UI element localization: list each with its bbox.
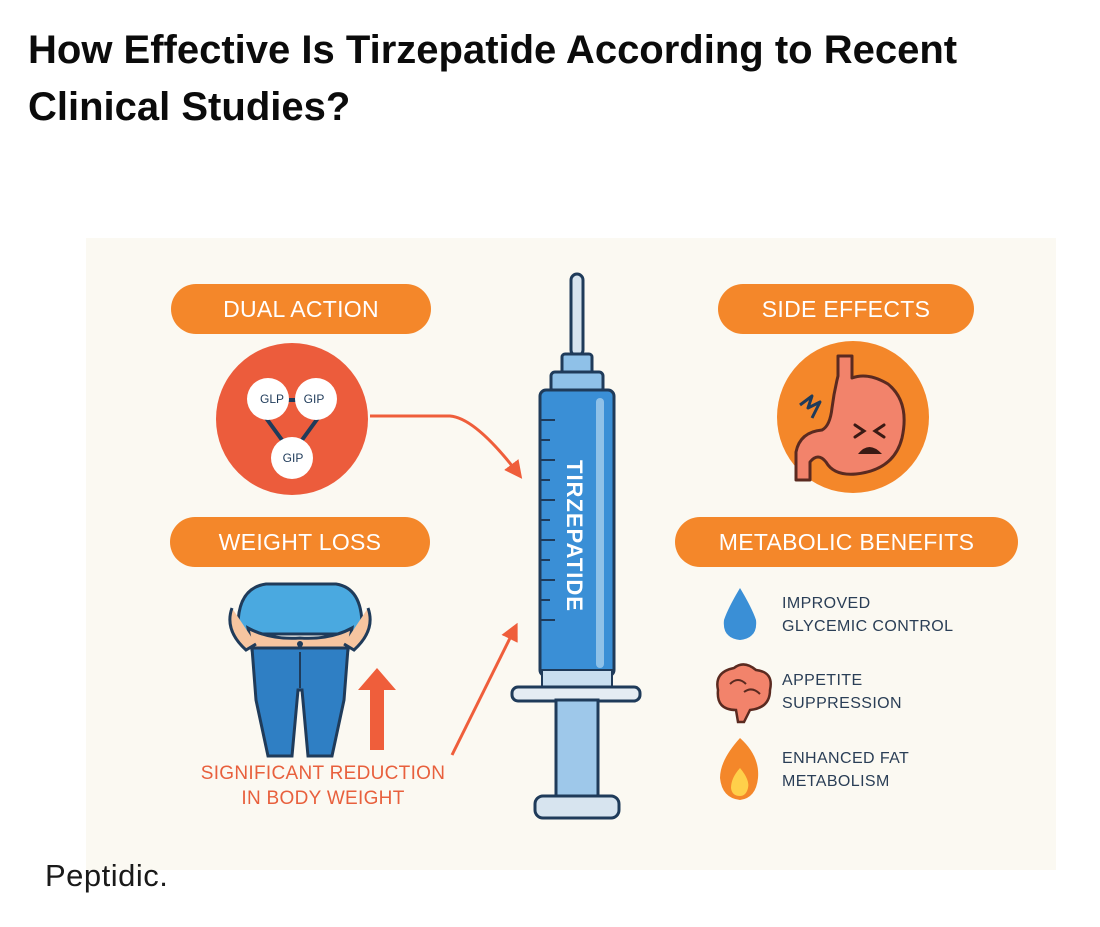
benefit-item-glycemic: IMPROVED GLYCEMIC CONTROL [782, 592, 953, 638]
page-title: How Effective Is Tirzepatide According t… [28, 28, 958, 129]
caption-line1: SIGNIFICANT REDUCTION [200, 763, 446, 784]
metabolic-benefits-pill: METABOLIC BENEFITS [675, 517, 1018, 567]
syringe-icon: TIRZEPATIDE [510, 272, 642, 820]
brand-logo: Peptidic. [45, 858, 169, 893]
weight-loss-caption: SIGNIFICANT REDUCTION IN BODY WEIGHT [188, 761, 458, 811]
benefit-line1: ENHANCED FAT [782, 750, 910, 767]
caption-line2: IN BODY WEIGHT [241, 788, 405, 809]
side-effects-label: SIDE EFFECTS [761, 295, 931, 322]
benefit-line1: APPETITE [782, 672, 863, 689]
person-waist-icon [228, 582, 372, 758]
brain-icon [716, 663, 772, 724]
benefit-item-fat-metabolism: ENHANCED FAT METABOLISM [782, 747, 909, 793]
stomach-icon [777, 341, 929, 493]
dual-action-arrow-icon [370, 414, 523, 479]
up-arrow-icon [358, 668, 396, 750]
benefit-line1: IMPROVED [782, 595, 871, 612]
benefit-line2: METABOLISM [782, 773, 890, 790]
receptor-node-glp: GLP [260, 392, 284, 406]
receptor-node-gip-lower: GIP [283, 451, 304, 465]
weight-loss-pill: WEIGHT LOSS [170, 517, 430, 567]
syringe-label: TIRZEPATIDE [562, 460, 587, 612]
receptor-diagram-icon: GLP GIP GIP [216, 343, 368, 495]
flame-icon [720, 738, 759, 800]
side-effects-pill: SIDE EFFECTS [718, 284, 974, 334]
benefit-line2: GLYCEMIC CONTROL [782, 618, 954, 635]
benefit-item-appetite: APPETITE SUPPRESSION [782, 669, 902, 715]
dual-action-pill: DUAL ACTION [171, 284, 431, 334]
weight-loss-arrow-icon [450, 622, 518, 756]
water-drop-icon [723, 588, 757, 640]
metabolic-benefits-label: METABOLIC BENEFITS [718, 528, 975, 555]
weight-loss-label: WEIGHT LOSS [218, 528, 382, 555]
receptor-node-gip: GIP [304, 392, 325, 406]
dual-action-label: DUAL ACTION [223, 295, 379, 322]
benefit-line2: SUPPRESSION [782, 695, 902, 712]
